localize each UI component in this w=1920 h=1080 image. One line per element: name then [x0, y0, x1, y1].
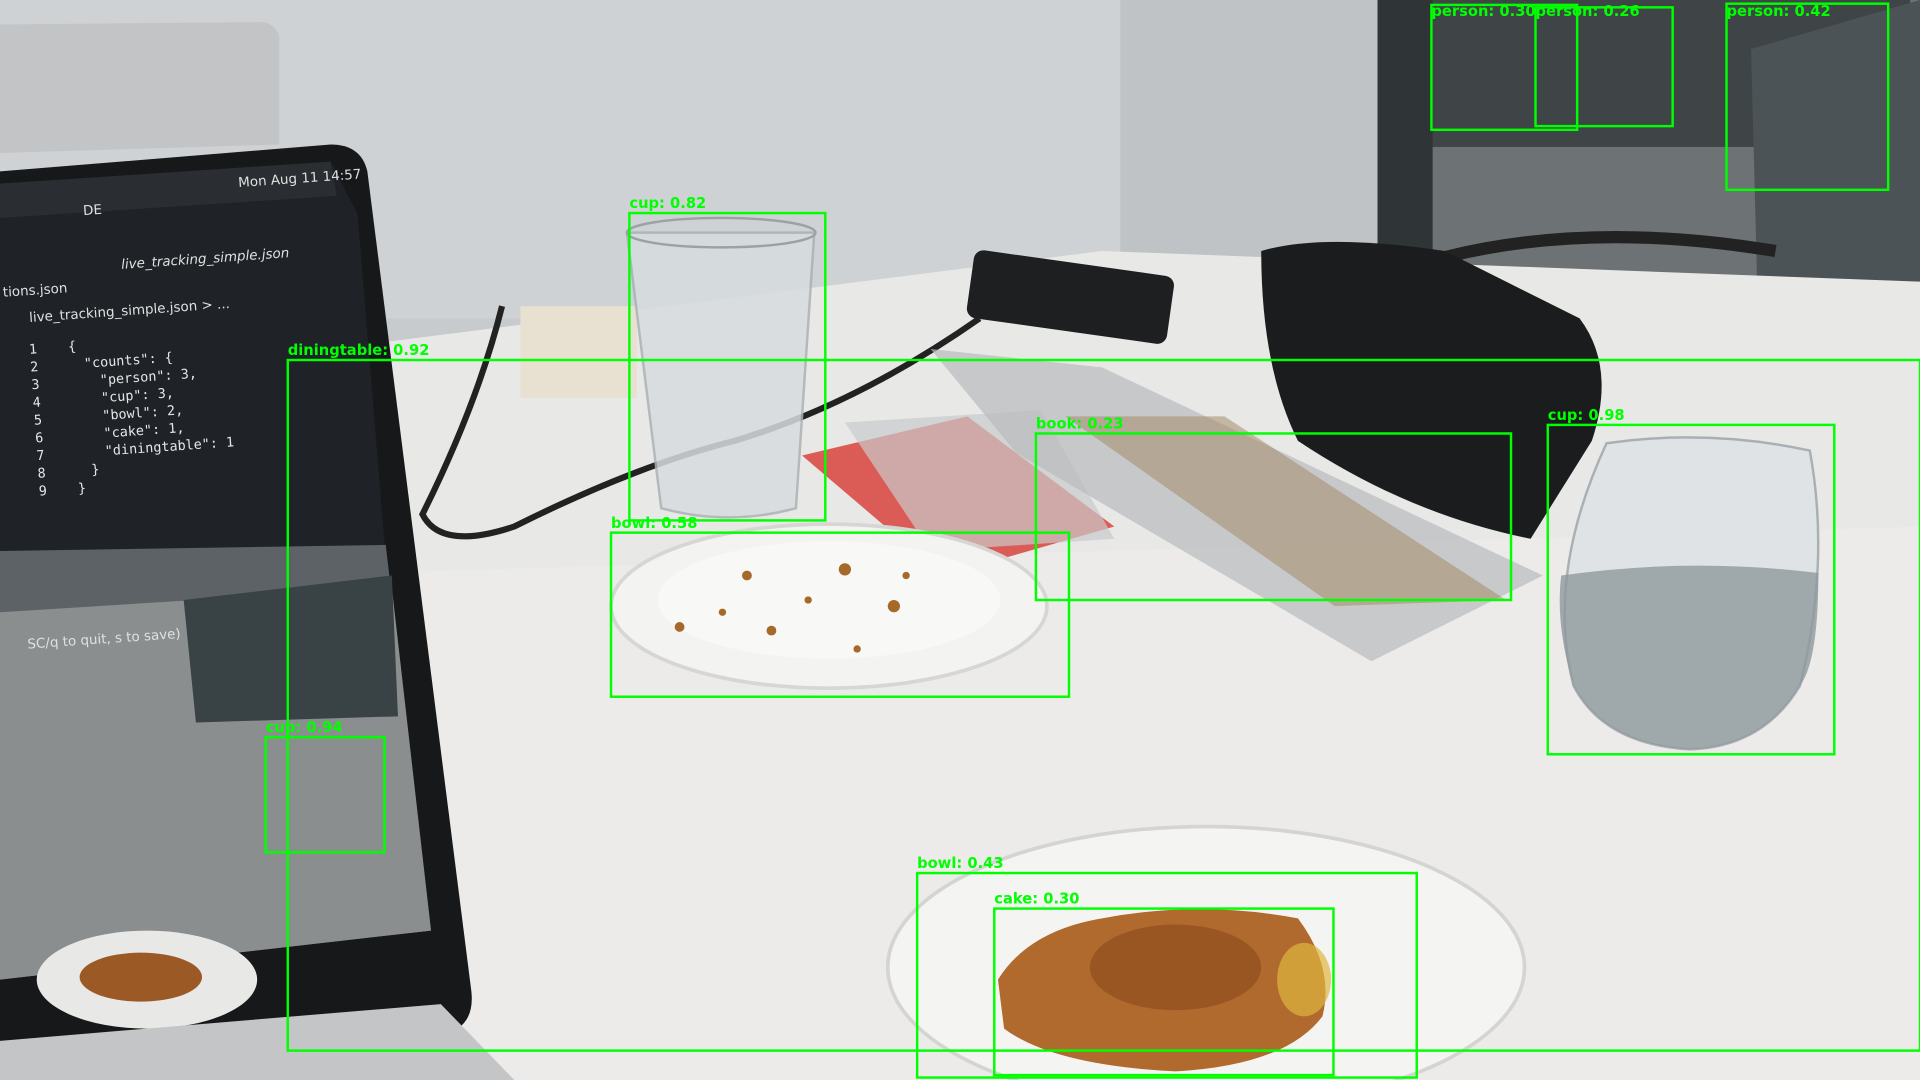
line-number: 5 [33, 413, 42, 429]
code-line: "counts": { [83, 351, 173, 372]
code-line: { [68, 340, 77, 356]
back-laptop [0, 22, 280, 154]
preview-pastry [79, 952, 203, 1002]
detection-box [993, 907, 1335, 1077]
laptop-base [0, 1004, 515, 1080]
crumbs [674, 563, 910, 653]
pastry-filling [1277, 942, 1332, 1017]
tab: tions.json [2, 281, 67, 300]
code-line: "person": 3, [99, 367, 197, 389]
detection-label: person: 0.30 [1431, 3, 1535, 20]
detection-label: cup: 0.98 [1548, 407, 1625, 424]
detection-box [609, 531, 1071, 698]
detection-label: person: 0.26 [1536, 3, 1640, 20]
multimeter [966, 250, 1174, 344]
detection-box [1034, 432, 1513, 602]
detection-box [264, 735, 386, 854]
chair-arm [1443, 231, 1777, 264]
line-number: 4 [32, 395, 41, 411]
line-number: 6 [35, 431, 44, 447]
detection-box [1725, 2, 1890, 192]
detection-box [1546, 423, 1836, 756]
keyboard-badge: DE [83, 203, 103, 219]
wall-panel [1120, 0, 1378, 282]
detection-label: cake: 0.30 [994, 891, 1079, 908]
plate-center [657, 541, 1001, 659]
cable [419, 305, 982, 540]
detection-label: cup: 0.82 [629, 195, 706, 212]
line-number: 7 [36, 449, 45, 465]
detection-label: bowl: 0.58 [611, 515, 697, 532]
line-number: 8 [37, 466, 46, 482]
detection-label: person: 0.42 [1727, 3, 1831, 20]
detection-label: diningtable: 0.92 [288, 342, 430, 359]
pastry-swirl [1089, 924, 1262, 1011]
jumper-wires [1065, 416, 1507, 607]
code-line: "cake": 1, [103, 421, 185, 442]
code-line: "bowl": 2, [102, 403, 184, 424]
detection-box [915, 871, 1418, 1079]
pouch [1261, 241, 1602, 539]
code-line: } [91, 463, 100, 479]
water [1559, 565, 1819, 750]
line-number: 9 [38, 484, 47, 500]
detection-box [1430, 3, 1579, 132]
detection-box [286, 358, 1920, 1052]
code-line: } [77, 481, 86, 497]
detection-box [628, 211, 827, 522]
glass-rim [625, 216, 817, 249]
preview-door [183, 575, 398, 723]
tall-glass [625, 231, 816, 519]
breadboard [520, 306, 637, 398]
menu-bar [0, 161, 337, 218]
line-number: 1 [29, 342, 38, 358]
line-number: 2 [30, 360, 39, 376]
detection-label: book: 0.23 [1036, 416, 1124, 433]
code-line: "cup": 3, [101, 386, 175, 406]
detection-label: cup: 0.94 [266, 719, 343, 736]
detection-label: bowl: 0.43 [917, 855, 1003, 872]
detection-box [1534, 6, 1674, 128]
detections: person: 0.30 person: 0.26 person: 0.42 cup:… [264, 2, 1920, 1079]
line-number: 3 [31, 378, 40, 394]
